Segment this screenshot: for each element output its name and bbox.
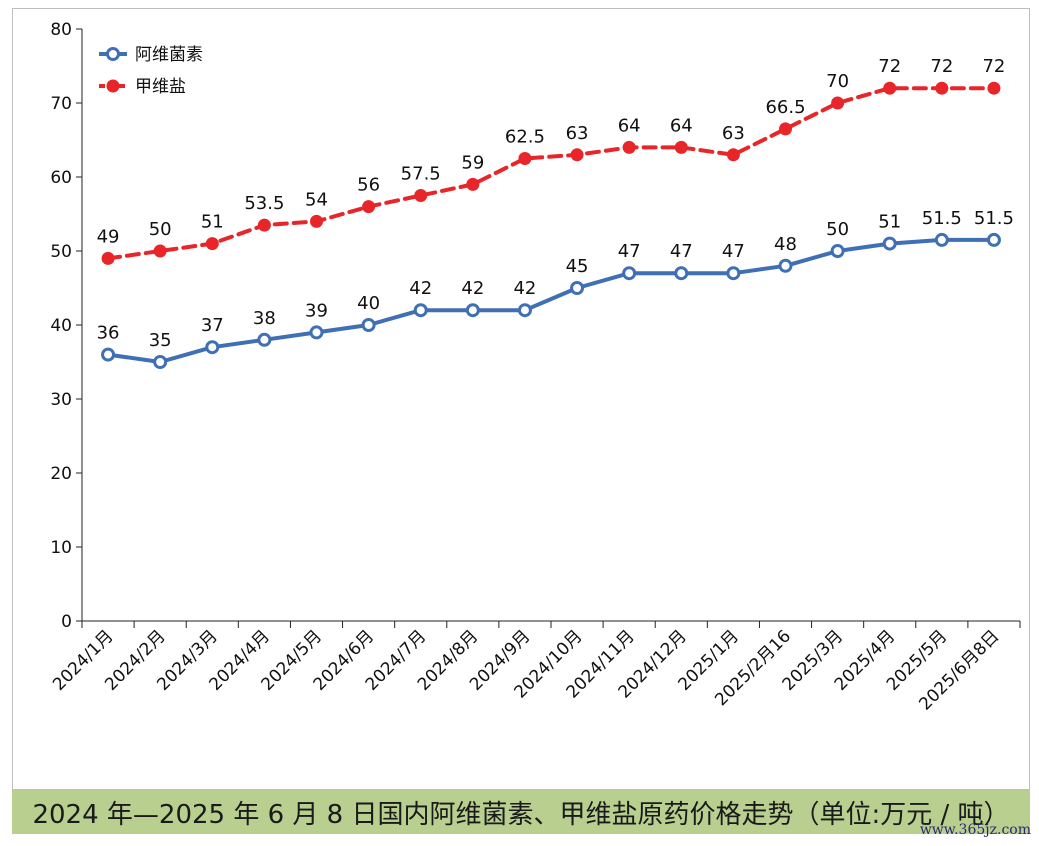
data-label: 63: [566, 123, 589, 144]
chart-frame: 0 10 20 30 40 50 60 70 80 2024/1月 2024/2月 2024/3月 20…: [12, 8, 1030, 790]
data-point: [830, 244, 845, 258]
data-point: [518, 152, 532, 165]
y-tick-label: 60: [50, 168, 72, 188]
data-point: [882, 236, 897, 251]
data-point: [570, 281, 585, 295]
data-point: [517, 303, 532, 318]
data-label: 45: [566, 256, 589, 277]
y-tick-label: 50: [50, 242, 72, 262]
data-label: 48: [774, 234, 797, 255]
data-point: [361, 318, 376, 332]
line-chart: 010203040506070802024/1月2024/2月2024/3月20…: [49, 20, 1021, 715]
chart-caption: 2024 年—2025 年 6 月 8 日国内阿维菌素、甲维盐原药价格走势（单位…: [12, 790, 1030, 834]
data-label: 39: [305, 300, 328, 321]
data-point: [101, 251, 115, 265]
data-point: [413, 303, 428, 318]
data-point: [987, 81, 1001, 95]
data-point: [935, 81, 949, 95]
data-point: [883, 81, 897, 95]
data-point: [153, 355, 168, 369]
data-label: 36: [97, 323, 120, 344]
data-point: [831, 96, 845, 110]
series-line-0: [106, 237, 996, 364]
data-label: 56: [357, 175, 380, 196]
legend-label: 甲维盐: [135, 77, 186, 97]
data-point: [674, 140, 688, 154]
data-label: 72: [930, 56, 953, 77]
data-label: 70: [826, 71, 849, 92]
data-label: 64: [618, 115, 641, 136]
data-label: 50: [826, 219, 849, 240]
data-point: [779, 122, 792, 136]
legend-label: 阿维菌素: [135, 45, 203, 65]
data-point: [101, 347, 116, 362]
data-label: 66.5: [765, 97, 805, 118]
data-point: [310, 214, 323, 228]
data-label: 54: [305, 189, 328, 210]
y-tick-label: 0: [61, 612, 72, 632]
data-label: 72: [982, 56, 1005, 77]
data-point: [362, 200, 376, 214]
data-point: [778, 258, 793, 273]
data-label: 42: [409, 278, 432, 299]
data-point: [205, 340, 220, 355]
y-tick-label: 30: [50, 390, 72, 410]
data-label: 63: [722, 123, 745, 144]
data-point: [726, 148, 740, 162]
y-tick-label: 20: [50, 464, 72, 484]
data-label: 51.5: [922, 208, 962, 229]
data-label: 47: [722, 241, 745, 262]
data-label: 42: [461, 278, 484, 299]
data-point: [257, 218, 271, 232]
legend-marker: [106, 79, 120, 93]
data-point: [309, 325, 324, 340]
y-tick-label: 70: [50, 94, 72, 114]
data-point: [570, 148, 584, 162]
data-point: [153, 244, 167, 258]
data-label: 53.5: [244, 193, 284, 214]
data-point: [986, 232, 1001, 247]
data-label: 40: [357, 293, 380, 314]
data-label: 38: [253, 308, 276, 329]
data-point: [934, 232, 949, 247]
data-label: 51: [878, 212, 901, 233]
data-label: 37: [201, 315, 224, 336]
data-label: 51.5: [974, 208, 1014, 229]
y-tick-label: 10: [50, 538, 72, 558]
data-point: [414, 189, 428, 202]
data-label: 72: [878, 56, 901, 77]
y-tick-label: 80: [50, 20, 72, 40]
data-label: 51: [201, 212, 224, 233]
data-label: 35: [149, 330, 172, 351]
data-label: 62.5: [505, 127, 545, 148]
data-point: [726, 266, 741, 281]
data-point: [622, 266, 637, 281]
data-point: [205, 237, 219, 251]
series-line-1: [106, 86, 996, 261]
legend-marker: [106, 47, 120, 61]
data-label: 59: [461, 152, 484, 173]
data-point: [466, 177, 480, 191]
data-label: 50: [149, 219, 172, 240]
data-label: 64: [670, 115, 693, 136]
data-label: 42: [513, 278, 536, 299]
data-point: [465, 303, 480, 318]
data-label: 57.5: [401, 164, 441, 185]
data-point: [674, 266, 689, 281]
data-label: 47: [670, 241, 693, 262]
data-label: 49: [97, 226, 120, 247]
data-point: [257, 332, 272, 347]
watermark: www.365jz.com: [919, 822, 1031, 838]
y-tick-label: 40: [50, 316, 72, 336]
data-label: 47: [618, 241, 641, 262]
data-point: [622, 140, 636, 154]
